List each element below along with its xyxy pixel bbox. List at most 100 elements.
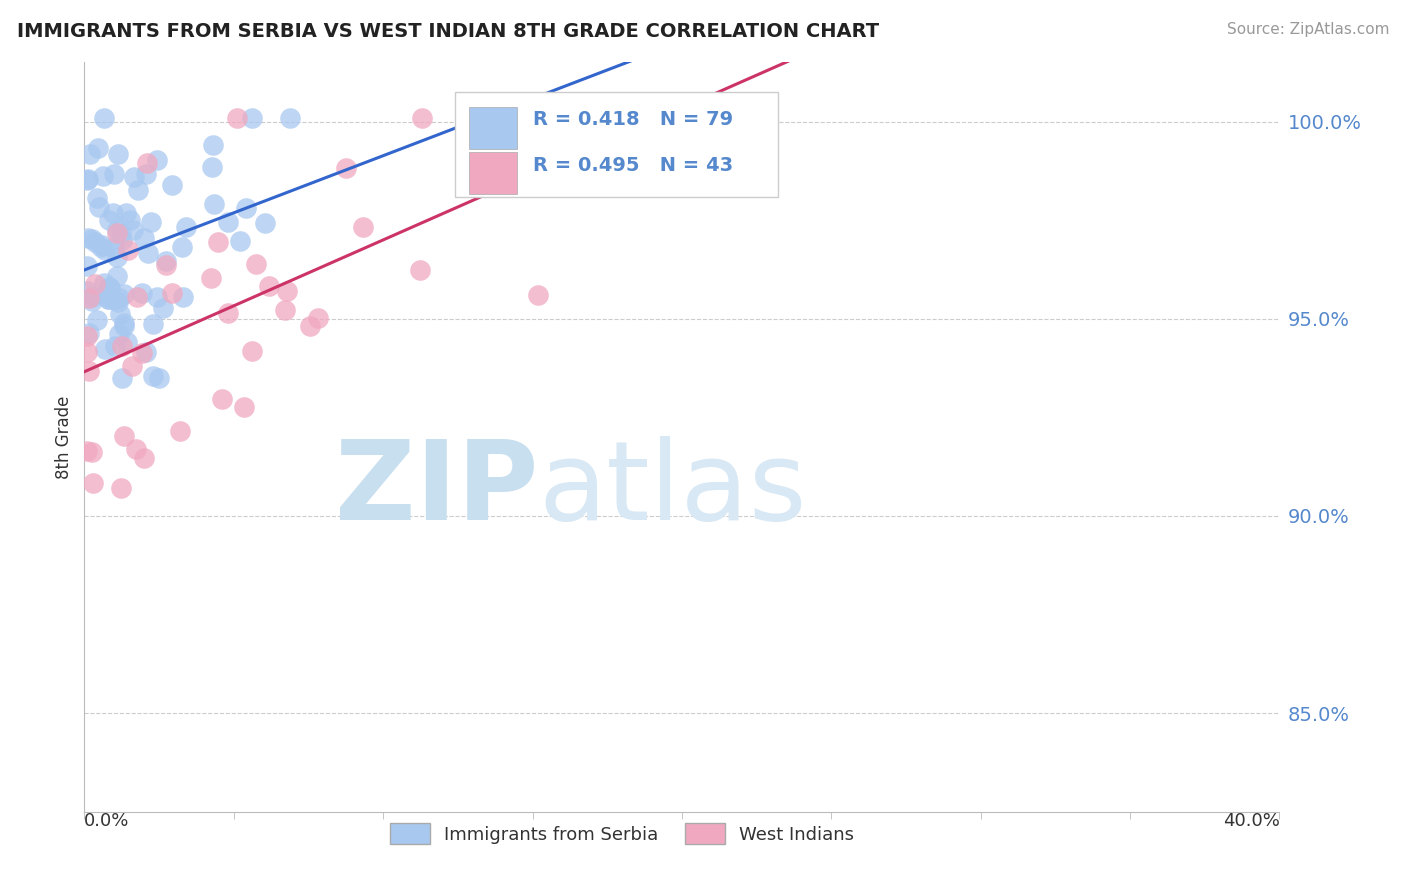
Point (104, 339, 127, 353)
Point (298, 318, 321, 333)
Point (557, 111, 579, 125)
Point (112, 429, 135, 443)
Point (94, 342, 117, 356)
Point (108, 307, 131, 321)
Point (115, 335, 138, 350)
Point (76, 345, 98, 359)
Point (527, 288, 550, 302)
Point (217, 215, 239, 229)
FancyBboxPatch shape (456, 93, 778, 197)
Point (172, 240, 194, 254)
Point (202, 138, 225, 153)
Point (217, 306, 239, 320)
Text: R = 0.495   N = 43: R = 0.495 N = 43 (533, 156, 733, 175)
Point (125, 442, 148, 456)
Point (276, 284, 298, 298)
Point (86, 191, 108, 205)
Point (86, 313, 108, 327)
Point (93, 276, 115, 290)
Point (132, 231, 155, 245)
Point (82, 294, 104, 309)
Point (135, 345, 157, 359)
Point (155, 253, 177, 268)
Bar (470, 107, 517, 149)
Point (84, 277, 107, 291)
Text: 0.0%: 0.0% (84, 812, 129, 830)
Point (200, 271, 222, 285)
Point (105, 250, 128, 264)
Point (111, 233, 134, 247)
Point (76, 173, 98, 187)
Text: IMMIGRANTS FROM SERBIA VS WEST INDIAN 8TH GRADE CORRELATION CHART: IMMIGRANTS FROM SERBIA VS WEST INDIAN 8T… (17, 22, 879, 41)
Point (111, 339, 134, 353)
Point (77, 231, 100, 245)
Point (107, 291, 129, 305)
Point (257, 278, 280, 293)
Point (274, 302, 297, 317)
Point (76, 443, 98, 458)
Point (411, 111, 433, 125)
Point (132, 450, 155, 465)
Point (122, 169, 145, 184)
Point (134, 167, 156, 181)
Text: R = 0.418   N = 79: R = 0.418 N = 79 (533, 110, 733, 128)
Point (127, 183, 149, 197)
Point (131, 346, 153, 360)
Point (307, 310, 329, 325)
Point (107, 147, 129, 161)
Point (103, 167, 125, 181)
Point (98, 212, 121, 227)
Point (121, 223, 143, 237)
Point (91, 169, 114, 184)
Point (79, 147, 101, 161)
Point (131, 286, 153, 301)
Point (152, 301, 174, 315)
Point (107, 294, 129, 309)
Point (112, 319, 135, 334)
Point (172, 290, 194, 304)
Point (103, 240, 125, 254)
Point (97, 280, 120, 294)
Point (142, 368, 165, 383)
Point (245, 257, 267, 271)
Point (201, 160, 224, 174)
Point (77, 291, 100, 305)
Point (146, 153, 169, 168)
Point (120, 213, 142, 227)
Point (93, 243, 115, 257)
Point (103, 292, 125, 306)
Point (352, 219, 374, 234)
Text: Source: ZipAtlas.com: Source: ZipAtlas.com (1226, 22, 1389, 37)
Point (207, 235, 229, 249)
Point (121, 359, 143, 374)
Text: 40.0%: 40.0% (1223, 812, 1279, 830)
Point (98, 292, 121, 306)
Point (229, 234, 252, 248)
Point (112, 316, 135, 330)
Point (240, 111, 263, 125)
Point (146, 289, 169, 303)
Point (77, 326, 100, 341)
Point (108, 327, 131, 342)
Text: ZIP: ZIP (335, 436, 538, 543)
Point (80, 290, 103, 304)
Point (160, 178, 183, 192)
Point (82, 445, 104, 459)
Text: atlas: atlas (538, 436, 807, 543)
Point (87, 141, 110, 155)
Point (76, 284, 98, 298)
Point (138, 245, 160, 260)
Bar (470, 153, 517, 194)
Point (111, 371, 134, 385)
Point (474, 177, 496, 191)
Point (90, 238, 112, 252)
Point (211, 392, 233, 406)
Point (107, 226, 129, 240)
Point (107, 269, 129, 284)
Point (76, 329, 98, 343)
Point (169, 424, 191, 438)
Point (82, 475, 104, 490)
Point (174, 220, 197, 235)
Point (136, 156, 159, 170)
Point (127, 290, 149, 304)
